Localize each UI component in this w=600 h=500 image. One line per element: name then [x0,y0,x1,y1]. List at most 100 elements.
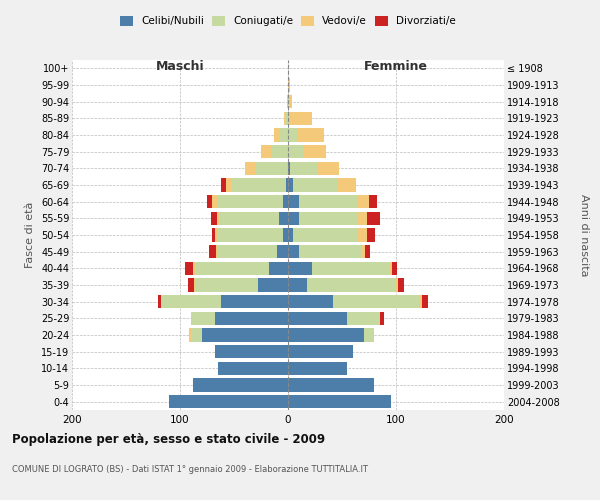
Bar [367,212,380,225]
Bar [221,295,288,308]
Bar [288,145,304,158]
Bar [367,228,376,241]
Bar [169,395,288,408]
Bar [188,278,194,291]
Bar [211,212,217,225]
Bar [307,278,396,291]
Bar [274,128,280,141]
Bar [191,312,215,325]
Bar [358,212,367,225]
Bar [215,312,288,325]
Bar [312,262,389,275]
Bar [195,278,258,291]
Bar [285,112,288,125]
Bar [193,262,195,275]
Bar [317,162,339,175]
Text: Femmine: Femmine [364,60,428,73]
Bar [398,278,404,291]
Bar [280,128,288,141]
Bar [288,112,290,125]
Bar [256,162,288,175]
Bar [288,128,296,141]
Bar [392,262,397,275]
Bar [290,112,312,125]
Bar [269,262,288,275]
Bar [272,145,288,158]
Bar [221,178,226,192]
Bar [288,262,312,275]
Y-axis label: Fasce di età: Fasce di età [25,202,35,268]
Bar [380,312,384,325]
Bar [215,228,218,241]
Bar [289,95,292,108]
Bar [261,145,272,158]
Bar [358,228,367,241]
Bar [194,278,195,291]
Bar [334,295,420,308]
Bar [396,278,398,291]
Bar [283,228,288,241]
Bar [218,245,277,258]
Y-axis label: Anni di nascita: Anni di nascita [579,194,589,276]
Bar [288,328,364,342]
Bar [299,245,361,258]
Bar [364,328,374,342]
Bar [299,212,358,225]
Bar [288,378,374,392]
Bar [218,362,288,375]
Bar [218,195,283,208]
Bar [287,95,288,108]
Bar [296,128,323,141]
Bar [358,195,369,208]
Bar [361,245,365,258]
Bar [215,345,288,358]
Bar [347,312,380,325]
Bar [161,295,221,308]
Bar [277,245,288,258]
Bar [288,278,307,291]
Bar [288,162,290,175]
Bar [288,228,293,241]
Bar [288,362,347,375]
Text: COMUNE DI LOGRATO (BS) - Dati ISTAT 1° gennaio 2009 - Elaborazione TUTTITALIA.IT: COMUNE DI LOGRATO (BS) - Dati ISTAT 1° g… [12,466,368,474]
Bar [258,278,288,291]
Bar [288,245,299,258]
Legend: Celibi/Nubili, Coniugati/e, Vedovi/e, Divorziati/e: Celibi/Nubili, Coniugati/e, Vedovi/e, Di… [120,16,456,26]
Bar [284,112,285,125]
Bar [288,195,299,208]
Bar [288,212,299,225]
Bar [365,245,370,258]
Bar [288,178,293,192]
Bar [288,395,391,408]
Bar [245,162,256,175]
Bar [288,345,353,358]
Bar [288,78,290,92]
Bar [207,195,212,208]
Bar [299,195,358,208]
Bar [202,328,288,342]
Bar [232,178,286,192]
Bar [215,245,218,258]
Bar [389,262,392,275]
Bar [286,178,288,192]
Bar [212,195,218,208]
Bar [220,212,280,225]
Bar [283,195,288,208]
Bar [290,162,317,175]
Bar [209,245,215,258]
Bar [280,212,288,225]
Bar [212,228,215,241]
Bar [195,262,269,275]
Bar [422,295,428,308]
Bar [185,262,193,275]
Bar [293,228,358,241]
Bar [304,145,326,158]
Bar [218,228,283,241]
Bar [369,195,377,208]
Bar [226,178,232,192]
Bar [337,178,356,192]
Bar [188,328,191,342]
Bar [288,95,289,108]
Bar [217,212,220,225]
Bar [193,378,288,392]
